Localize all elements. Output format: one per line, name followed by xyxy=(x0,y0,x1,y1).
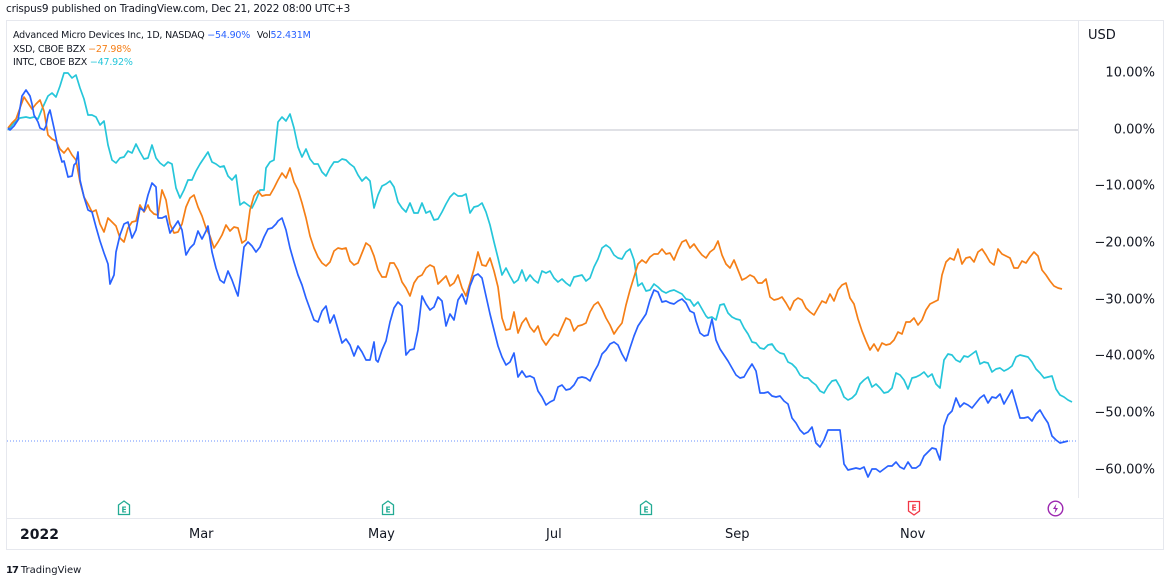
intc-series-line xyxy=(7,72,1073,403)
legend-change: −27.98% xyxy=(88,43,131,55)
svg-text:E: E xyxy=(643,506,648,515)
xtick: Sep xyxy=(725,527,750,542)
ytick: −40.00% xyxy=(1094,348,1155,364)
xtick: May xyxy=(368,527,395,542)
xtick-year: 2022 xyxy=(20,527,59,543)
ytick: −60.00% xyxy=(1094,462,1155,478)
legend-vol-label: Vol xyxy=(256,30,271,41)
xtick: Jul xyxy=(546,527,562,542)
ytick: −20.00% xyxy=(1094,235,1155,251)
lightning-event-icon[interactable] xyxy=(1047,500,1064,517)
svg-text:E: E xyxy=(385,506,390,515)
ytick: 10.00% xyxy=(1105,65,1155,81)
legend-change: −47.92% xyxy=(89,57,133,68)
footer-branding[interactable]: 17 TradingView xyxy=(6,565,81,576)
legend-row-intc[interactable]: INTC, CBOE BZX −47.92% xyxy=(13,56,311,70)
ytick: 0.00% xyxy=(1113,122,1155,138)
ytick: −10.00% xyxy=(1094,178,1155,194)
earnings-icon[interactable]: E xyxy=(117,500,131,516)
legend-change: −54.90% xyxy=(207,30,251,41)
ytick: −30.00% xyxy=(1094,292,1155,308)
time-axis-divider xyxy=(7,518,1164,519)
legend-label: INTC, CBOE BZX xyxy=(13,57,88,68)
xtick: Nov xyxy=(900,527,926,542)
amd-series-line xyxy=(7,89,1069,478)
svg-text:E: E xyxy=(911,504,916,513)
xsd-series-line xyxy=(7,96,1063,352)
legend-vol-value: 52.431M xyxy=(270,30,311,41)
earnings-icon[interactable]: E xyxy=(639,500,653,516)
earnings-icon[interactable]: E xyxy=(381,500,395,516)
legend-row-amd[interactable]: Advanced Micro Devices Inc, 1D, NASDAQ −… xyxy=(13,29,311,43)
tradingview-logo-icon: 17 xyxy=(6,565,19,576)
xtick: Mar xyxy=(189,527,214,542)
svg-text:E: E xyxy=(121,506,126,515)
legend-row-xsd[interactable]: XSD, CBOE BZX −27.98% xyxy=(13,43,311,57)
currency-label[interactable]: USD xyxy=(1088,28,1116,43)
chart-frame xyxy=(6,20,1164,550)
brand-name: TradingView xyxy=(20,565,82,576)
price-axis[interactable]: 10.00% 0.00% −10.00% −20.00% −30.00% −40… xyxy=(1078,20,1165,498)
chart-legend: Advanced Micro Devices Inc, 1D, NASDAQ −… xyxy=(13,29,311,70)
legend-label: XSD, CBOE BZX xyxy=(13,43,86,55)
earnings-miss-icon[interactable]: E xyxy=(907,500,921,516)
published-caption: crispus9 published on TradingView.com, D… xyxy=(6,3,351,15)
ytick: −50.00% xyxy=(1094,405,1155,421)
legend-label: Advanced Micro Devices Inc, 1D, NASDAQ xyxy=(13,30,205,41)
